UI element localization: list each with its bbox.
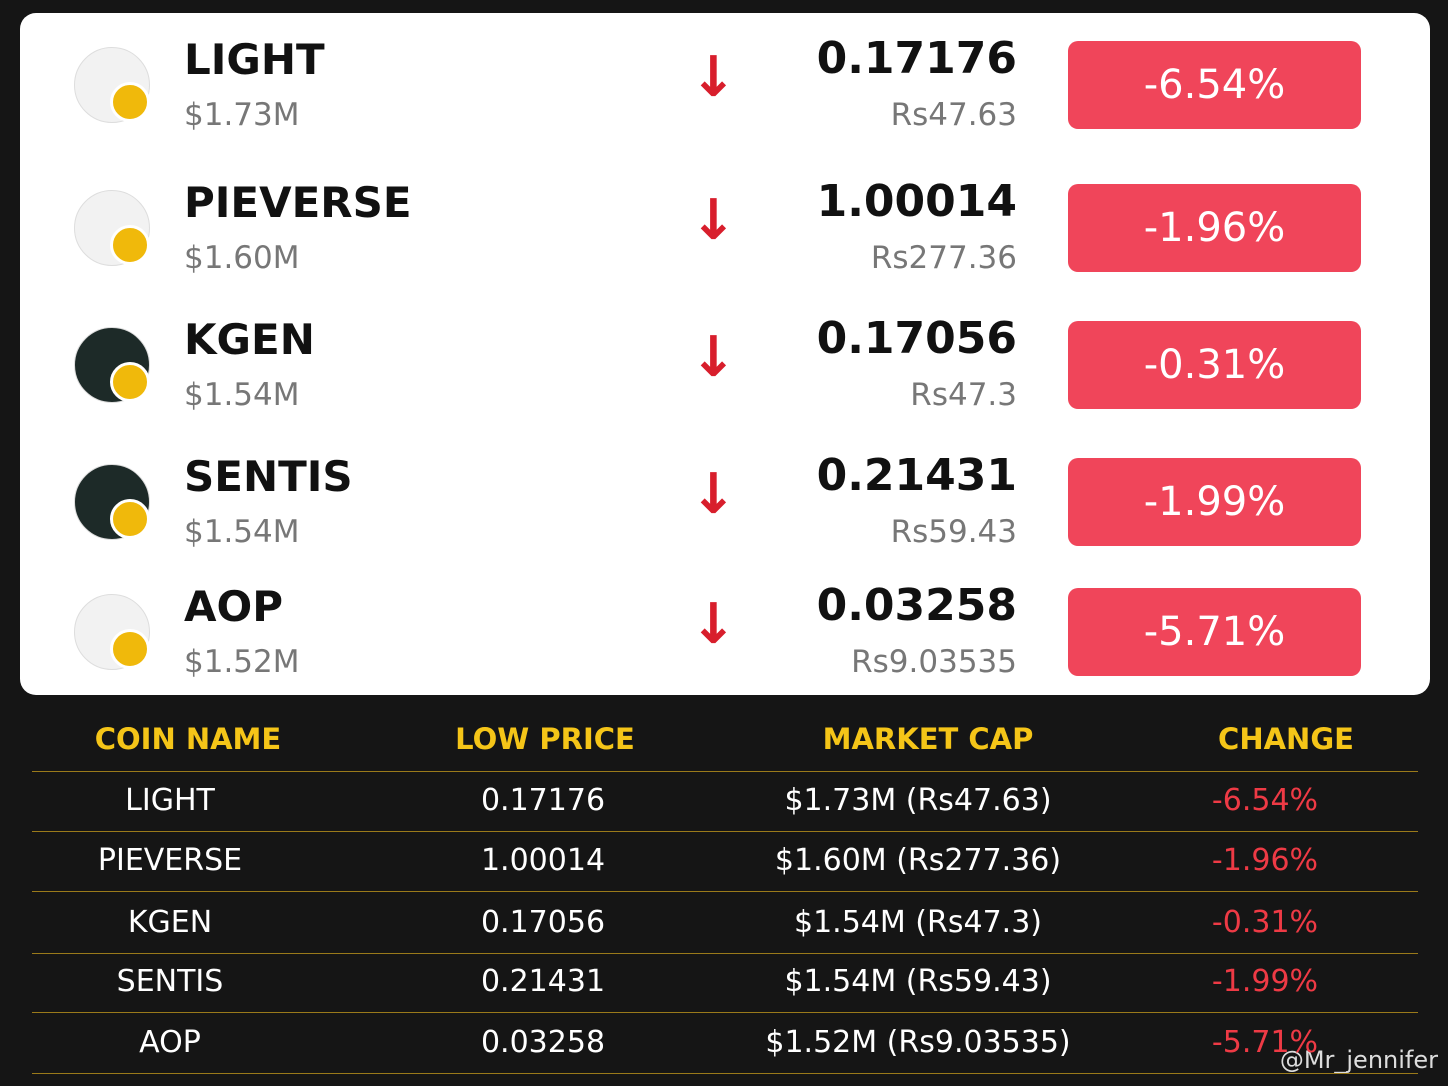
market-cap: $1.73M — [184, 97, 300, 133]
market-cap: $1.52M — [184, 644, 300, 680]
table-rule — [32, 771, 1418, 772]
table-cell: 0.03258 — [480, 1025, 606, 1060]
price: 0.21431 — [816, 450, 1017, 501]
coin-name[interactable]: KGEN — [184, 315, 315, 364]
table-cell: 0.17056 — [480, 905, 606, 940]
price-rs: Rs277.36 — [870, 240, 1017, 276]
table-header: LOW PRICE — [455, 722, 635, 756]
market-cap: $1.54M — [184, 377, 300, 413]
coin-name[interactable]: AOP — [184, 582, 283, 631]
change-pill[interactable]: -1.96% — [1068, 184, 1361, 272]
table-cell: PIEVERSE — [97, 843, 243, 878]
table-rule — [32, 953, 1418, 954]
change-pill[interactable]: -6.54% — [1068, 41, 1361, 129]
price: 0.17056 — [816, 313, 1017, 364]
table-cell: $1.73M (Rs47.63) — [784, 783, 1052, 818]
price: 0.03258 — [816, 580, 1017, 631]
table-header: CHANGE — [1218, 722, 1354, 756]
chain-badge — [110, 82, 150, 122]
table-cell: -5.71% — [1211, 1025, 1319, 1060]
chain-badge — [110, 629, 150, 669]
down-arrow: ↓ — [690, 45, 737, 110]
price-rs: Rs59.43 — [890, 514, 1017, 550]
coin-name[interactable]: PIEVERSE — [184, 178, 412, 227]
price: 0.17176 — [816, 33, 1017, 84]
table-cell: AOP — [139, 1025, 201, 1060]
chain-badge — [110, 362, 150, 402]
table-cell: $1.60M (Rs277.36) — [774, 843, 1062, 878]
table-rule — [32, 891, 1418, 892]
down-arrow: ↓ — [690, 325, 737, 390]
table-cell: 1.00014 — [480, 843, 606, 878]
down-arrow: ↓ — [690, 462, 737, 527]
market-cap: $1.54M — [184, 514, 300, 550]
table-cell: $1.54M (Rs47.3) — [794, 905, 1042, 940]
table-cell: -1.99% — [1211, 964, 1319, 999]
table-rule — [32, 1073, 1418, 1074]
table-cell: -0.31% — [1211, 905, 1319, 940]
coin-name[interactable]: LIGHT — [184, 35, 325, 84]
chain-badge — [110, 225, 150, 265]
price-rs: Rs9.03535 — [851, 644, 1017, 680]
watermark: @Mr_jennifer — [1279, 1046, 1438, 1074]
price-rs: Rs47.63 — [890, 97, 1017, 133]
down-arrow: ↓ — [690, 188, 737, 253]
change-pill[interactable]: -5.71% — [1068, 588, 1361, 676]
table-cell: -1.96% — [1211, 843, 1319, 878]
table-cell: $1.54M (Rs59.43) — [784, 964, 1052, 999]
table-rule — [32, 1012, 1418, 1013]
change-pill[interactable]: -0.31% — [1068, 321, 1361, 409]
table-cell: -6.54% — [1211, 783, 1319, 818]
change-pill[interactable]: -1.99% — [1068, 458, 1361, 546]
price-rs: Rs47.3 — [910, 377, 1017, 413]
table-cell: KGEN — [127, 905, 213, 940]
price: 1.00014 — [816, 176, 1017, 227]
table-cell: 0.17176 — [480, 783, 606, 818]
table-header: COIN NAME — [94, 722, 282, 756]
chain-badge — [110, 499, 150, 539]
table-cell: $1.52M (Rs9.03535) — [765, 1025, 1071, 1060]
table-cell: LIGHT — [125, 783, 215, 818]
table-rule — [32, 831, 1418, 832]
table-cell: SENTIS — [116, 964, 224, 999]
table-cell: 0.21431 — [480, 964, 606, 999]
market-cap: $1.60M — [184, 240, 300, 276]
table-header: MARKET CAP — [822, 722, 1034, 756]
down-arrow: ↓ — [690, 592, 737, 657]
coin-name[interactable]: SENTIS — [184, 452, 353, 501]
